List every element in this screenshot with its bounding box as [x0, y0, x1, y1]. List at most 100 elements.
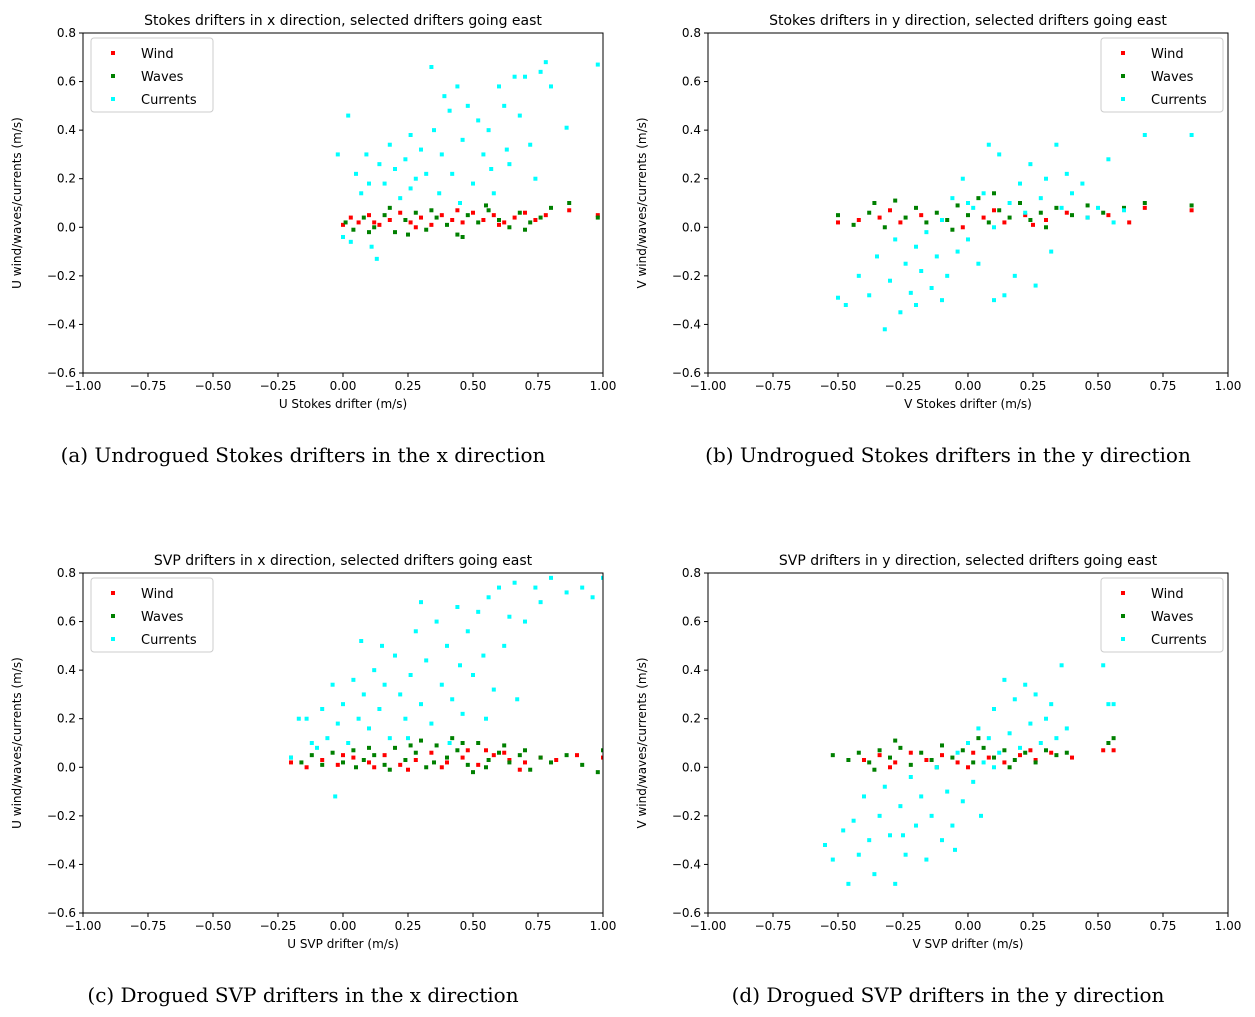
- data-point-currents: [309, 741, 314, 745]
- data-point-currents: [1080, 181, 1085, 186]
- data-point-waves: [455, 748, 460, 753]
- data-point-waves: [867, 760, 872, 765]
- data-point-currents: [369, 244, 374, 249]
- legend-marker-currents: [111, 637, 115, 641]
- data-point-currents: [364, 152, 369, 157]
- data-point-currents: [1085, 215, 1090, 220]
- data-point-currents: [903, 852, 908, 857]
- data-point-waves: [908, 762, 913, 767]
- series-waves: [343, 201, 600, 239]
- data-point-waves: [393, 745, 397, 750]
- data-point-currents: [929, 813, 934, 818]
- data-point-currents: [320, 707, 325, 711]
- data-point-currents: [465, 103, 470, 108]
- data-point-waves: [580, 762, 585, 767]
- data-point-currents: [903, 261, 908, 266]
- data-point-currents: [455, 605, 460, 609]
- data-point-wind: [348, 215, 353, 220]
- x-tick-label: 0.75: [1150, 919, 1177, 933]
- data-point-waves: [382, 762, 387, 767]
- data-point-currents: [1049, 702, 1054, 707]
- legend-label-waves: Waves: [1151, 610, 1194, 625]
- data-point-waves: [367, 745, 371, 750]
- data-point-waves: [382, 213, 387, 218]
- data-point-currents: [458, 201, 462, 205]
- x-tick-label: 0.00: [330, 919, 357, 933]
- data-point-currents: [971, 779, 976, 784]
- data-point-wind: [543, 213, 548, 218]
- y-tick-label: 0.8: [57, 566, 76, 580]
- data-point-waves: [330, 750, 335, 755]
- data-point-wind: [419, 215, 423, 220]
- data-point-currents: [367, 181, 371, 186]
- legend-marker-wind: [111, 591, 115, 595]
- data-point-currents: [333, 794, 338, 799]
- data-point-currents: [408, 133, 413, 137]
- data-point-wind: [476, 762, 481, 767]
- data-point-waves: [341, 760, 345, 765]
- data-point-currents: [502, 643, 507, 648]
- data-point-currents: [512, 580, 517, 585]
- data-point-waves: [981, 745, 986, 750]
- x-tick-label: 0.50: [460, 919, 487, 933]
- data-point-currents: [517, 113, 522, 118]
- legend-marker-waves: [1121, 614, 1125, 618]
- data-point-currents: [442, 94, 447, 99]
- data-point-waves: [872, 767, 877, 772]
- data-point-waves: [851, 222, 856, 227]
- series-currents: [823, 663, 1116, 886]
- data-point-currents: [992, 225, 996, 230]
- series-wind: [341, 208, 600, 230]
- data-point-wind: [304, 765, 309, 770]
- data-point-wind: [372, 765, 377, 770]
- data-point-wind: [367, 213, 371, 218]
- data-point-wind: [898, 220, 903, 225]
- data-point-waves: [564, 753, 569, 758]
- data-point-waves: [893, 198, 898, 203]
- figure-caption: (a) Undrogued Stokes drifters in the x d…: [61, 443, 546, 467]
- series-wind: [289, 748, 603, 772]
- data-point-waves: [538, 215, 543, 220]
- data-point-currents: [971, 205, 976, 210]
- data-point-currents: [882, 784, 887, 789]
- data-point-currents: [1106, 157, 1111, 162]
- data-point-waves: [1007, 215, 1012, 220]
- data-point-currents: [1096, 205, 1100, 210]
- x-tick-label: 0.50: [460, 379, 487, 393]
- data-point-currents: [1012, 697, 1017, 702]
- data-point-currents: [1033, 283, 1038, 288]
- data-point-currents: [458, 663, 462, 668]
- y-tick-label: −0.6: [47, 366, 76, 380]
- data-point-currents: [413, 629, 418, 634]
- y-tick-label: 0.6: [682, 75, 701, 89]
- y-tick-label: −0.4: [672, 317, 701, 331]
- legend: Wind Waves Currents: [1100, 37, 1224, 113]
- data-point-wind: [856, 218, 861, 222]
- data-point-wind: [439, 765, 444, 770]
- data-point-currents: [403, 716, 408, 721]
- y-tick-label: 0.0: [57, 760, 76, 774]
- data-point-waves: [940, 743, 944, 748]
- data-point-waves: [372, 225, 377, 230]
- data-point-currents: [380, 643, 384, 648]
- data-point-wind: [455, 208, 460, 213]
- data-point-waves: [950, 227, 955, 232]
- data-point-wind: [1002, 760, 1007, 765]
- data-point-currents: [992, 707, 996, 711]
- data-point-currents: [447, 741, 452, 745]
- data-point-currents: [486, 128, 491, 133]
- data-point-currents: [341, 702, 345, 707]
- data-point-waves: [517, 210, 522, 215]
- data-point-waves: [567, 201, 572, 205]
- data-point-wind: [888, 208, 892, 213]
- data-point-wind: [1028, 748, 1033, 753]
- data-point-currents: [359, 191, 364, 196]
- y-tick-label: 0.4: [57, 123, 76, 137]
- y-tick-label: −0.6: [47, 906, 76, 920]
- data-point-wind: [877, 753, 882, 758]
- data-point-wind: [554, 758, 559, 762]
- x-tick-label: 0.00: [955, 379, 982, 393]
- data-point-waves: [476, 220, 481, 225]
- data-point-wind: [491, 753, 496, 758]
- y-tick-label: 0.0: [57, 220, 76, 234]
